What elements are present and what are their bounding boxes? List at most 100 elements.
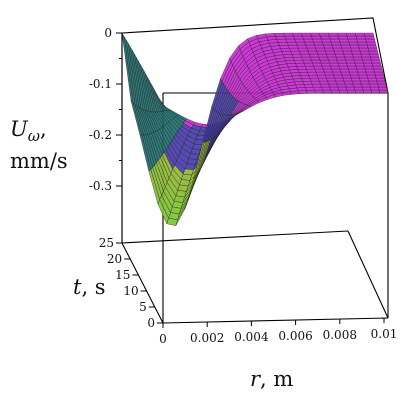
surface-patch bbox=[368, 50, 379, 55]
surface-patch bbox=[365, 71, 376, 76]
surface-patch bbox=[358, 74, 368, 79]
surface-patch bbox=[299, 50, 310, 55]
surface-patch bbox=[354, 32, 366, 37]
surface-patch bbox=[311, 35, 322, 40]
surface-patch bbox=[295, 41, 307, 46]
surface-patch bbox=[370, 89, 381, 94]
surface-patch bbox=[327, 56, 338, 61]
surface-patch bbox=[340, 44, 351, 49]
t-tick-label: 10 bbox=[123, 284, 138, 298]
surface-patch bbox=[303, 62, 314, 67]
surface-patch bbox=[295, 62, 306, 67]
surface-patch bbox=[285, 38, 297, 43]
surface-patch bbox=[326, 53, 337, 58]
surface-patch bbox=[350, 77, 361, 82]
surface-patch bbox=[361, 86, 372, 91]
surface-patch bbox=[349, 74, 360, 79]
surface-patch bbox=[350, 47, 361, 52]
surface-patch bbox=[362, 89, 373, 94]
surface-patch bbox=[328, 59, 339, 64]
surface-patch bbox=[294, 59, 305, 64]
surface-patch bbox=[336, 59, 347, 64]
surface-patch bbox=[359, 47, 370, 52]
surface-patch bbox=[304, 87, 315, 91]
surface-patch bbox=[347, 65, 358, 70]
surface-patch bbox=[303, 84, 314, 88]
surface-patch bbox=[349, 71, 359, 76]
surface-patch bbox=[318, 80, 329, 85]
surface-patch bbox=[274, 32, 285, 37]
surface-patch bbox=[334, 77, 345, 82]
surface-patch bbox=[340, 71, 351, 76]
surface-patch bbox=[296, 65, 307, 70]
surface-patch bbox=[325, 74, 335, 79]
z-label-subscript: ω bbox=[28, 127, 40, 145]
surface-patch bbox=[360, 80, 370, 85]
surface-patch bbox=[323, 44, 334, 49]
surface-patch bbox=[374, 71, 384, 76]
surface-patch bbox=[314, 89, 324, 94]
surface-patch bbox=[290, 50, 301, 55]
surface-patch bbox=[360, 53, 371, 58]
surface-patch bbox=[345, 59, 356, 64]
surface-patch bbox=[366, 41, 377, 46]
surface-patch bbox=[314, 44, 325, 49]
surface-patch bbox=[347, 38, 358, 43]
r-tick-label: 0 bbox=[159, 332, 167, 346]
surface-patch bbox=[275, 35, 287, 40]
surface-patch bbox=[312, 38, 323, 43]
surface-patch bbox=[330, 89, 341, 94]
surface-patch bbox=[375, 77, 386, 82]
surface-patch bbox=[361, 56, 372, 61]
surface-patch bbox=[310, 56, 321, 61]
surface-patch bbox=[341, 47, 352, 52]
surface-patch bbox=[283, 32, 294, 37]
axes bbox=[121, 33, 389, 324]
surface-patch bbox=[287, 44, 299, 49]
surface-patch bbox=[315, 47, 326, 52]
surface-patch bbox=[306, 90, 316, 94]
t-tick-label: 25 bbox=[99, 236, 114, 250]
surface-patch bbox=[357, 41, 368, 46]
surface-patch bbox=[291, 53, 302, 58]
surface-patch bbox=[292, 32, 303, 37]
surface-patch bbox=[363, 32, 375, 37]
surface-patch bbox=[328, 83, 338, 88]
surface-patch bbox=[332, 47, 344, 52]
surface-patch bbox=[317, 77, 328, 82]
surface-patch bbox=[368, 80, 378, 85]
surface-patch bbox=[355, 35, 366, 40]
surface-patch bbox=[302, 35, 313, 40]
surface-patch bbox=[367, 47, 378, 52]
surface-patch bbox=[322, 68, 333, 73]
surface-patch bbox=[370, 56, 381, 61]
surface-patch bbox=[352, 53, 363, 58]
surface-patch bbox=[328, 35, 340, 40]
surface-patch bbox=[301, 78, 312, 82]
surface-patch bbox=[306, 68, 317, 73]
t-tick-label: 15 bbox=[115, 268, 130, 282]
surface-patch bbox=[286, 41, 298, 46]
surface-patch bbox=[342, 77, 353, 82]
surface-patch bbox=[322, 89, 333, 94]
surface-patch bbox=[281, 51, 293, 55]
surface-patch bbox=[338, 89, 349, 94]
surface-patch bbox=[353, 86, 364, 91]
surface-patch bbox=[336, 32, 348, 37]
surface-patch bbox=[336, 83, 347, 88]
surface-patch bbox=[374, 74, 385, 79]
surface-patch bbox=[339, 68, 350, 73]
surface-patch bbox=[370, 59, 381, 64]
surface-patch bbox=[296, 44, 308, 49]
svg-text:Uω,: Uω, bbox=[10, 117, 47, 145]
surface-patch bbox=[372, 65, 383, 70]
surface-patch bbox=[371, 62, 382, 67]
surface-patch bbox=[378, 89, 389, 94]
surface-patch bbox=[354, 62, 365, 67]
surface-patch bbox=[337, 86, 348, 91]
z-label-symbol: U bbox=[10, 117, 29, 141]
surface-patch bbox=[326, 77, 336, 82]
box-mid-back-edge bbox=[121, 230, 349, 244]
surface-patch bbox=[321, 65, 332, 70]
